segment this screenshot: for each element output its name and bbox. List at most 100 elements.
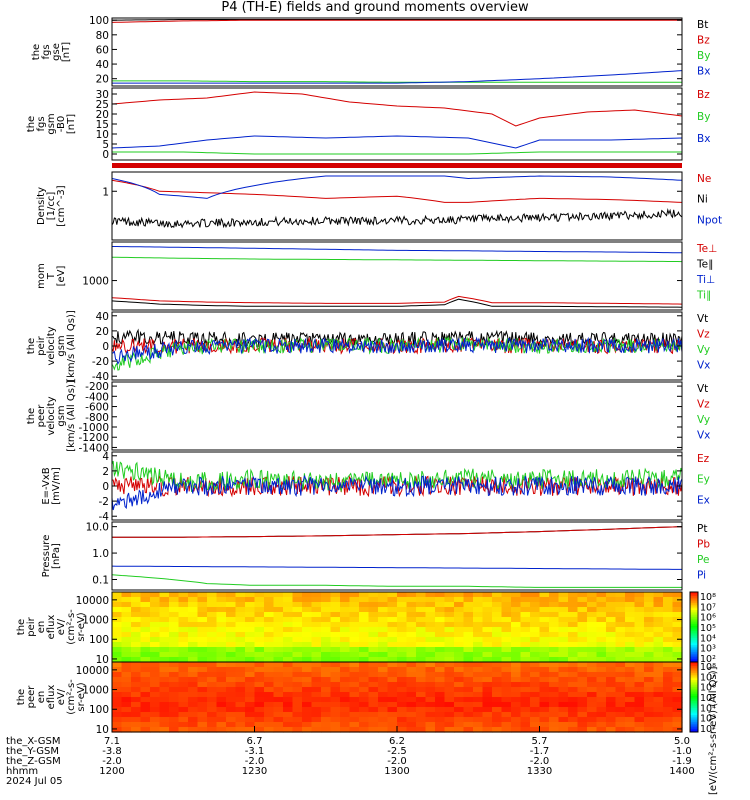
spectrogram-cell: [615, 667, 626, 673]
spectrogram-cell: [387, 612, 398, 618]
spectrogram-cell: [444, 682, 455, 688]
spectrogram-cell: [321, 707, 332, 713]
spectrogram-cell: [150, 637, 161, 643]
spectrogram-cell: [264, 612, 275, 618]
spectrogram-cell: [226, 722, 237, 728]
y-tick-label: 1.0: [92, 548, 109, 560]
spectrogram-cell: [349, 652, 360, 658]
spectrogram-cell: [463, 702, 474, 708]
spectrogram-cell: [340, 722, 351, 728]
spectrogram-cell: [302, 642, 313, 648]
spectrogram-cell: [511, 642, 522, 648]
spectrogram-cell: [653, 692, 664, 698]
spectrogram-cell: [235, 642, 246, 648]
spectrogram-cell: [634, 707, 645, 713]
spectrogram-cell: [558, 722, 569, 728]
spectrogram-cell: [197, 652, 208, 658]
legend-Pi: Pi: [697, 570, 706, 582]
spectrogram-cell: [169, 717, 180, 723]
spectrogram-cell: [653, 687, 664, 693]
spectrogram-cell: [378, 642, 389, 648]
spectrogram-cell: [397, 722, 408, 728]
spectrogram-cell: [321, 592, 332, 598]
spectrogram-cell: [454, 707, 465, 713]
spectrogram-cell: [264, 607, 275, 613]
spectrogram-cell: [568, 602, 579, 608]
spectrogram-cell: [568, 672, 579, 678]
y-tick-label: -800: [85, 412, 109, 424]
spectrogram-cell: [444, 672, 455, 678]
spectrogram-cell: [539, 597, 550, 603]
spectrogram-cell: [625, 662, 636, 668]
spectrogram-cell: [378, 702, 389, 708]
spectrogram-cell: [226, 697, 237, 703]
spectrogram-cell: [283, 697, 294, 703]
spectrogram-cell: [577, 662, 588, 668]
spectrogram-cell: [511, 672, 522, 678]
spectrogram-cell: [292, 617, 303, 623]
spectrogram-cell: [416, 727, 427, 733]
spectrogram-cell: [226, 692, 237, 698]
spectrogram-cell: [169, 612, 180, 618]
spectrogram-cell: [178, 627, 189, 633]
x-tick-label: 6.2: [389, 736, 405, 747]
spectrogram-cell: [378, 707, 389, 713]
spectrogram-cell: [226, 662, 237, 668]
colorbar-cell: [690, 623, 698, 626]
spectrogram-cell: [634, 597, 645, 603]
spectrogram-cell: [606, 632, 617, 638]
spectrogram-cell: [226, 712, 237, 718]
spectrogram-cell: [482, 692, 493, 698]
spectrogram-cell: [378, 627, 389, 633]
spectrogram-cell: [340, 727, 351, 733]
spectrogram-cell: [359, 597, 370, 603]
spectrogram-cell: [330, 682, 341, 688]
spectrogram-cell: [359, 687, 370, 693]
x-row-label: the_Z-GSM: [6, 756, 61, 767]
legend-Bz: Bz: [697, 35, 710, 47]
spectrogram-cell: [245, 717, 256, 723]
spectrogram-cell: [292, 627, 303, 633]
spectrogram-cell: [463, 597, 474, 603]
spectrogram-cell: [121, 612, 132, 618]
spectrogram-cell: [178, 717, 189, 723]
spectrogram-cell: [330, 687, 341, 693]
colorbar-tick-label: 10⁷: [700, 602, 716, 613]
spectrogram-cell: [463, 592, 474, 598]
series-line-Pt: [112, 526, 683, 538]
colorbar-cell: [690, 691, 698, 694]
spectrogram-cell: [178, 677, 189, 683]
spectrogram-cell: [292, 717, 303, 723]
spectrogram-cell: [207, 697, 218, 703]
spectrogram-cell: [653, 712, 664, 718]
spectrogram-cell: [150, 612, 161, 618]
spectrogram-cell: [197, 602, 208, 608]
y-axis-label: the: [16, 689, 27, 705]
spectrogram-cell: [245, 637, 256, 643]
spectrogram-cell: [311, 667, 322, 673]
spectrogram-cell: [549, 682, 560, 688]
spectrogram-cell: [416, 692, 427, 698]
y-tick-label: -400: [85, 391, 109, 403]
spectrogram-cell: [150, 602, 161, 608]
x-row-label: hhmm: [6, 766, 38, 777]
spectrogram-cell: [216, 702, 227, 708]
x-tick-label: 6.7: [247, 736, 263, 747]
colorbar-cell: [690, 667, 698, 670]
spectrogram-cell: [568, 722, 579, 728]
spectrogram-cell: [264, 637, 275, 643]
spectrogram-cell: [378, 692, 389, 698]
spectrogram-cell: [663, 647, 674, 653]
spectrogram-cell: [425, 727, 436, 733]
spectrogram-cell: [359, 677, 370, 683]
x-tick-label: 1200: [99, 766, 124, 777]
spectrogram-cell: [378, 602, 389, 608]
colorbar-cell: [690, 656, 698, 659]
spectrogram-cell: [425, 632, 436, 638]
spectrogram-cell: [321, 677, 332, 683]
spectrogram-cell: [216, 687, 227, 693]
spectrogram-cell: [340, 627, 351, 633]
y-tick-label: -1000: [78, 422, 109, 434]
spectrogram-cell: [235, 687, 246, 693]
spectrogram-cell: [197, 622, 208, 628]
